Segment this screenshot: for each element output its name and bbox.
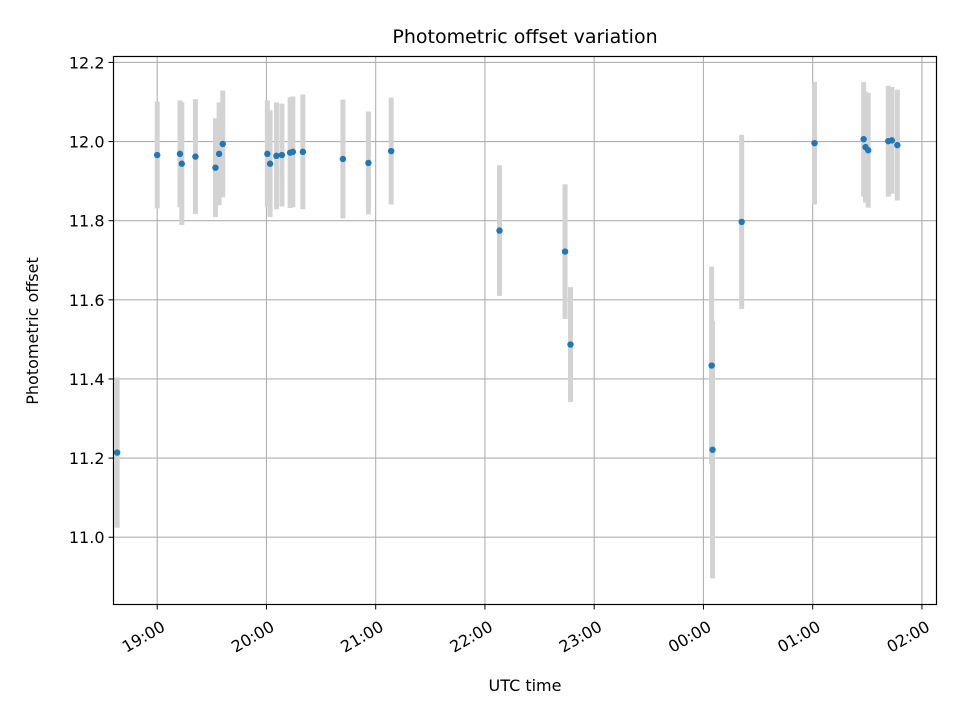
y-tick-label: 11.2 [69,449,105,468]
y-axis-ticks: 11.0 11.2 11.4 11.6 11.8 12.0 12.2 [69,53,114,547]
y-tick-label: 12.0 [69,133,105,152]
data-points [113,135,901,456]
data-point [561,248,569,255]
data-point [299,148,307,156]
data-point [212,164,219,171]
data-point [387,147,395,155]
data-point [266,160,274,167]
data-point [567,341,574,348]
data-point [365,159,372,167]
data-point [289,148,297,156]
y-tick-label: 11.0 [69,528,105,547]
y-tick-label: 11.6 [69,291,105,310]
data-point [153,151,161,159]
data-point [264,150,271,158]
data-point [176,150,184,158]
data-point [192,153,199,160]
plot-frame [112,55,938,606]
data-point [860,135,867,143]
data-point [811,139,818,147]
x-axis-label: UTC time [489,676,562,695]
data-point [219,140,226,148]
data-point [273,152,280,160]
data-point [178,160,185,167]
data-point [894,141,901,149]
data-point [339,155,347,163]
data-point [709,446,716,453]
data-point [496,227,503,234]
data-point [113,449,121,456]
y-tick-label: 11.4 [69,370,105,389]
data-point [865,147,872,154]
chart-title: Photometric offset variation [392,26,657,48]
y-tick-label: 12.2 [69,53,105,72]
y-axis-label: Photometric offset [23,257,42,405]
data-point [278,151,286,159]
data-point [708,362,715,369]
grid-lines [113,56,937,605]
data-point [215,150,223,158]
data-point [738,218,745,226]
data-point [888,137,896,144]
y-tick-label: 11.8 [69,212,105,231]
